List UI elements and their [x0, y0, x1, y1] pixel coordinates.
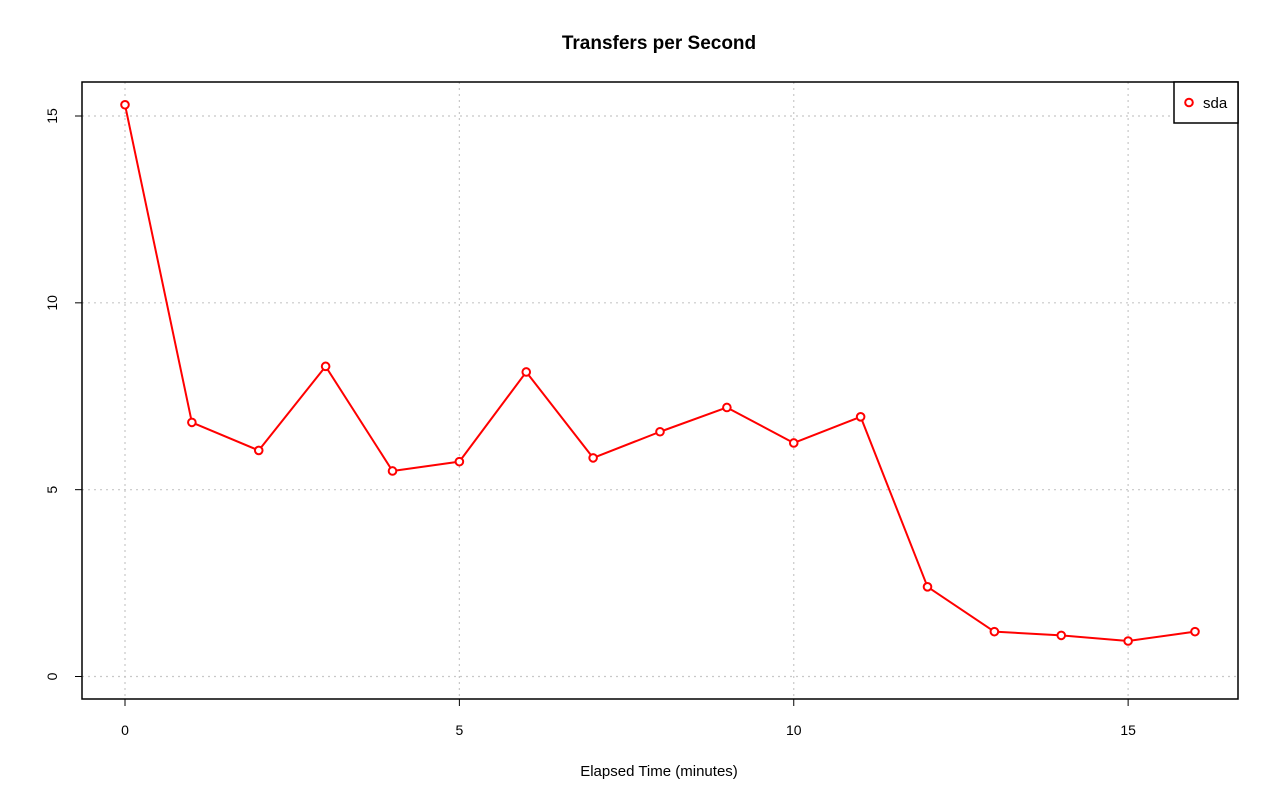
y-axis: 0 5 10 15 [44, 108, 82, 680]
plot-frame [81, 81, 1239, 700]
data-point [989, 626, 1000, 637]
series-lines [124, 104, 1196, 643]
data-point [120, 99, 130, 110]
x-tick-label: 0 [121, 722, 129, 738]
data-point [1056, 630, 1067, 641]
legend: sda [1173, 81, 1239, 124]
data-point [320, 361, 331, 372]
legend-marker-sda [1184, 97, 1194, 108]
y-tick-label: 5 [44, 486, 60, 494]
x-tick-label: 5 [455, 722, 463, 738]
x-tick-label: 10 [786, 722, 802, 738]
data-point [788, 438, 799, 448]
data-point [588, 453, 598, 463]
data-point [855, 412, 866, 422]
data-point [387, 466, 398, 476]
data-point [922, 582, 933, 592]
x-axis: 0 5 10 15 [121, 699, 1136, 738]
data-point [187, 417, 197, 428]
y-tick-label: 10 [44, 295, 60, 311]
data-point [655, 426, 665, 437]
data-point [253, 445, 264, 456]
chart-title: Transfers per Second [562, 33, 756, 54]
legend-label-sda: sda [1203, 95, 1228, 112]
grid-lines [82, 82, 1238, 699]
data-point [1123, 636, 1133, 646]
x-tick-label: 15 [1120, 722, 1136, 738]
data-point [454, 456, 465, 467]
x-axis-label: Elapsed Time (minutes) [580, 763, 738, 780]
data-point [1190, 626, 1200, 637]
series-line-sda [124, 104, 1196, 643]
data-point [722, 402, 732, 413]
series-points [120, 99, 1200, 646]
y-tick-label: 0 [44, 672, 60, 680]
y-tick-label: 15 [44, 108, 60, 124]
data-point [521, 367, 532, 377]
